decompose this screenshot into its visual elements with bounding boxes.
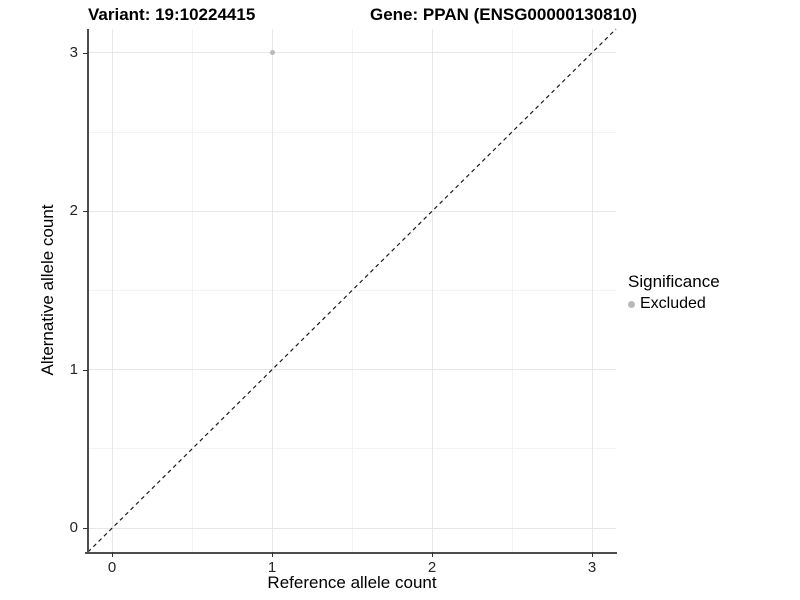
x-tick-label: 2 — [427, 559, 437, 576]
data-point — [269, 50, 275, 56]
legend-item-label: Excluded — [640, 295, 706, 312]
major-gridline-x — [271, 29, 273, 552]
x-tick-mark — [592, 552, 593, 557]
x-axis-line — [85, 552, 617, 554]
y-tick-label: 0 — [69, 519, 78, 537]
major-gridline-y — [88, 210, 616, 212]
identity-line — [87, 28, 617, 553]
plot-title-variant: Variant: 19:10224415 — [88, 5, 256, 24]
y-axis-title: Alternative allele count — [38, 204, 57, 376]
y-tick-mark — [83, 369, 88, 371]
x-tick-mark — [432, 552, 433, 557]
x-axis-title: Reference allele count — [267, 573, 437, 592]
y-tick-mark — [83, 528, 88, 530]
legend-title: Significance — [628, 272, 720, 291]
y-tick-label: 2 — [69, 202, 78, 220]
y-tick-label: 3 — [69, 43, 78, 61]
x-tick-mark — [272, 552, 273, 557]
y-axis-line — [87, 29, 89, 554]
major-gridline-x — [111, 29, 113, 552]
major-gridline-x — [431, 29, 433, 552]
x-tick-label: 0 — [107, 559, 117, 576]
x-tick-label: 3 — [587, 559, 597, 576]
legend-key-point-icon — [628, 300, 635, 308]
minor-gridline-y — [88, 448, 616, 450]
major-gridline-x — [591, 29, 593, 552]
y-tick-label: 1 — [69, 360, 78, 378]
plot-title-gene: Gene: PPAN (ENSG00000130810) — [370, 5, 638, 24]
y-tick-mark — [83, 211, 88, 213]
legend-item-excluded: Excluded — [628, 295, 720, 313]
y-tick-mark — [83, 52, 88, 54]
major-gridline-y — [88, 52, 616, 54]
plot-panel — [87, 28, 617, 553]
major-gridline-y — [88, 527, 616, 529]
x-tick-mark — [112, 552, 113, 557]
major-gridline-y — [88, 369, 616, 371]
minor-gridline-y — [88, 131, 616, 133]
minor-gridline-y — [88, 290, 616, 291]
legend: Significance Excluded — [628, 272, 720, 313]
x-tick-label: 1 — [267, 559, 277, 576]
